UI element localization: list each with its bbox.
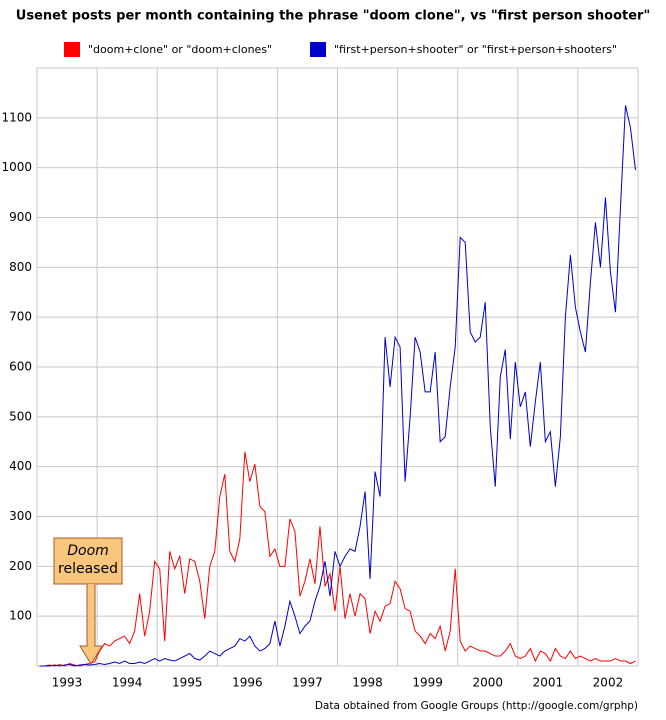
y-tick-label: 300 [9, 509, 32, 523]
x-tick-label: 2001 [533, 676, 564, 690]
x-tick-label: 1998 [352, 676, 383, 690]
series-line [39, 451, 636, 667]
y-tick-label: 800 [9, 260, 32, 274]
y-tick-label: 1100 [1, 110, 32, 124]
x-tick-label: 1997 [292, 676, 323, 690]
x-tick-label: 1994 [112, 676, 143, 690]
series-line [39, 105, 636, 667]
chart-title: Usenet posts per month containing the ph… [16, 9, 650, 24]
y-tick-label: 400 [9, 459, 32, 473]
x-tick-label: 1995 [172, 676, 203, 690]
y-tick-label: 100 [9, 609, 32, 623]
source-note: Data obtained from Google Groups (http:/… [315, 700, 638, 712]
y-tick-label: 600 [9, 360, 32, 374]
y-tick-label: 700 [9, 310, 32, 324]
legend-label: "doom+clone" or "doom+clones" [88, 43, 272, 56]
annotation-arrow [79, 584, 103, 665]
legend-swatch [64, 42, 80, 57]
y-tick-label: 200 [9, 559, 32, 573]
legend-label: "first+person+shooter" or "first+person+… [334, 43, 617, 56]
annotation-text: Doom [67, 543, 109, 559]
x-tick-label: 2000 [472, 676, 503, 690]
y-tick-label: 1000 [1, 160, 32, 174]
x-tick-label: 1993 [52, 676, 83, 690]
x-tick-label: 1996 [232, 676, 263, 690]
y-tick-label: 500 [9, 409, 32, 423]
x-tick-label: 1999 [412, 676, 443, 690]
y-tick-label: 900 [9, 210, 32, 224]
legend-swatch [310, 42, 326, 57]
x-tick-label: 2002 [593, 676, 624, 690]
annotation-text: released [58, 561, 118, 577]
